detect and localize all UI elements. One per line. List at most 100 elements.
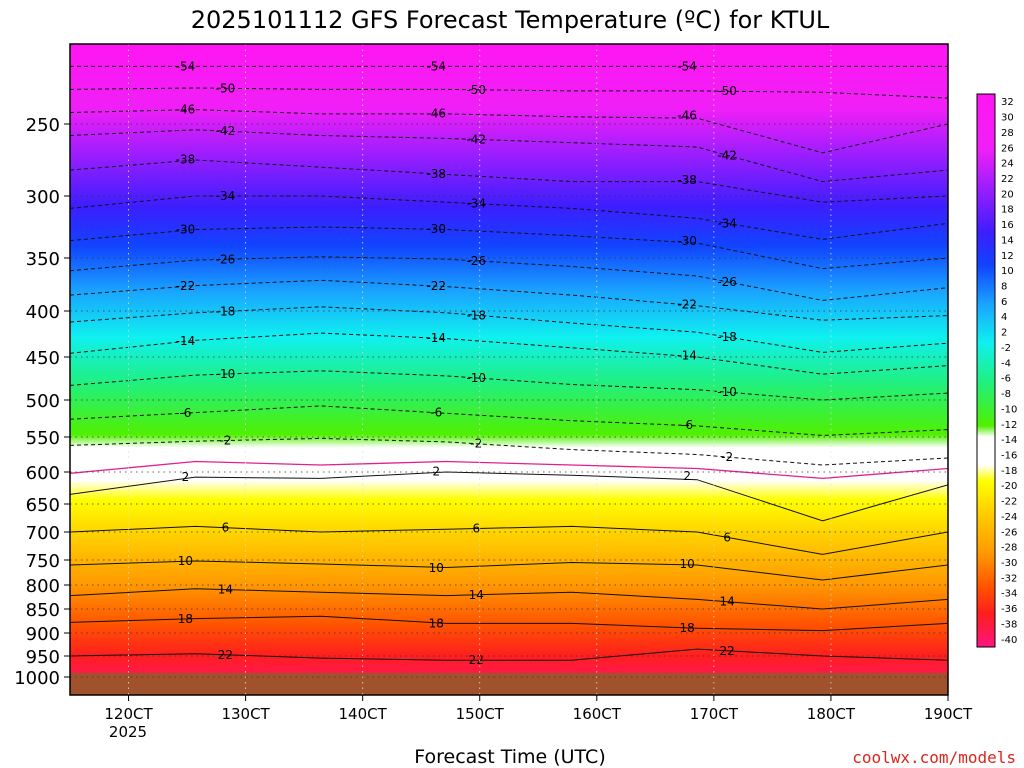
colorbar-tick-label: 24 — [1001, 159, 1014, 170]
colorbar-tick-label: 16 — [1001, 220, 1014, 231]
colorbar-tick-label: 2 — [1001, 328, 1007, 339]
colorbar-tick-label: -2 — [1001, 343, 1011, 354]
isotherm-label: -30 — [426, 222, 446, 236]
colorbar-tick-label: -16 — [1001, 450, 1017, 461]
y-tick-label: 900 — [26, 624, 60, 645]
isotherm-label: -38 — [176, 152, 196, 166]
x-axis-label: Forecast Time (UTC) — [414, 746, 605, 768]
isotherm-label: -46 — [176, 102, 196, 116]
colorbar-tick-label: 26 — [1001, 143, 1014, 154]
isotherm-label: -6 — [681, 418, 693, 432]
y-tick-label: 700 — [26, 523, 60, 544]
colorbar-tick-label: -22 — [1001, 497, 1017, 508]
y-tick-label: 950 — [26, 647, 60, 668]
isotherm-label: -26 — [216, 252, 236, 266]
freezing-line — [70, 460, 948, 480]
isotherm-label: -34 — [717, 216, 737, 230]
isotherm-label: -54 — [677, 59, 697, 73]
isotherm-line — [70, 87, 948, 99]
isotherm-line — [70, 588, 948, 610]
colorbar-tick-label: -20 — [1001, 481, 1017, 492]
y-axis: 250 300 350 400 450 500 550 600 650 700 750 800 850 9… — [14, 115, 70, 689]
colorbar-gradient — [977, 94, 995, 647]
isotherm-label: -10 — [216, 367, 236, 381]
isotherm-label: 6 — [723, 530, 731, 544]
isotherm-label: -14 — [176, 334, 196, 348]
y-tick-label: 350 — [26, 249, 60, 270]
isotherm-label: -50 — [717, 84, 737, 98]
isotherm-label: 14 — [469, 588, 484, 602]
isotherm-label: -38 — [677, 173, 697, 187]
chart-title: 2025101112 GFS Forecast Temperature (ºC)… — [191, 6, 830, 34]
isotherm-label: -46 — [677, 108, 697, 122]
isotherm-label: 10 — [429, 561, 444, 575]
isotherm-label: 22 — [720, 644, 735, 658]
isotherm-label: -22 — [677, 297, 697, 311]
colorbar-tick-label: -18 — [1001, 466, 1017, 477]
colorbar-tick-label: 20 — [1001, 189, 1014, 200]
colorbar-tick-label: 12 — [1001, 251, 1014, 262]
isotherm-label: -2 — [721, 450, 733, 464]
credit-text: coolwx.com/models — [852, 748, 1016, 767]
colorbar-tick-label: -6 — [1001, 374, 1011, 385]
isotherm-label: -54 — [426, 59, 446, 73]
isotherm-label: -14 — [677, 349, 697, 363]
y-tick-label: 650 — [26, 495, 60, 516]
isotherm-label: -38 — [426, 167, 446, 181]
y-tick-label: 300 — [26, 187, 60, 208]
isotherm-label: -26 — [466, 254, 486, 268]
colorbar-tick-label: -4 — [1001, 358, 1011, 369]
isotherm-label: -22 — [426, 279, 446, 293]
colorbar-tick-label: -36 — [1001, 604, 1017, 615]
isotherm-label: -54 — [176, 59, 196, 73]
plot-area: -54 -54 -54 -50 -50 -50 -46 -46 -46 -42 -42 -42 -38 -… — [69, 43, 949, 696]
isotherm-label: 2 — [182, 470, 190, 484]
isotherm-label: -30 — [677, 234, 697, 248]
y-tick-label: 850 — [26, 600, 60, 621]
colorbar-tick-label: 4 — [1001, 312, 1007, 323]
x-tick-label: 150CT — [456, 705, 505, 723]
isotherm-label: -30 — [176, 223, 196, 237]
colorbar-frame — [976, 93, 996, 648]
y-tick-label: 800 — [26, 576, 60, 597]
isotherm-label: -50 — [466, 83, 486, 97]
colorbar-tick-label: -32 — [1001, 573, 1017, 584]
x-tick-label: 140CT — [339, 705, 388, 723]
isotherm-label: 22 — [469, 653, 484, 667]
isotherm-label: -10 — [717, 385, 737, 399]
isotherm-label: -50 — [216, 81, 236, 95]
colorbar-tick-label: -34 — [1001, 589, 1017, 600]
temperature-field — [70, 44, 948, 695]
isotherm-label: -34 — [466, 197, 486, 211]
isotherm-label: -6 — [179, 406, 191, 420]
isotherm-label: 14 — [720, 595, 735, 609]
isotherm-line — [70, 560, 948, 581]
isotherm-label: 18 — [178, 612, 193, 626]
colorbar-tick-label: 30 — [1001, 113, 1014, 124]
y-tick-label: 1000 — [14, 668, 60, 689]
isotherm-line — [70, 109, 948, 154]
isotherm-label: 2 — [683, 469, 691, 483]
colorbar-tick-label: -26 — [1001, 527, 1017, 538]
colorbar-tick-label: 28 — [1001, 128, 1014, 139]
colorbar-tick-label: -10 — [1001, 404, 1017, 415]
colorbar: 32 30 28 26 24 22 20 18 16 14 12 10 8 6 4 2 -2 -4 -6 -8 -10 -… — [976, 93, 1017, 648]
colorbar-tick-label: -8 — [1001, 389, 1011, 400]
isotherm-label: 18 — [429, 616, 444, 630]
isotherm-label: -26 — [717, 275, 737, 289]
isotherm-label: 6 — [222, 521, 230, 535]
y-tick-label: 250 — [26, 115, 60, 136]
x-axis: 120CT 130CT 140CT 150CT 160CT 170CT 180CT 190CT — [104, 695, 973, 723]
isotherm-label: -14 — [426, 331, 446, 345]
isotherm-label: -22 — [176, 279, 196, 293]
colorbar-tick-label: 18 — [1001, 205, 1014, 216]
y-tick-label: 400 — [26, 302, 60, 323]
colorbar-tick-label: -14 — [1001, 435, 1017, 446]
x-tick-label: 170CT — [690, 705, 739, 723]
isotherm-label: -42 — [466, 132, 486, 146]
colorbar-tick-label: -40 — [1001, 635, 1017, 646]
colorbar-tick-label: -24 — [1001, 512, 1017, 523]
isotherm-label: -18 — [466, 308, 486, 322]
isotherm-label: -10 — [466, 371, 486, 385]
isotherm-label: -46 — [426, 107, 446, 121]
